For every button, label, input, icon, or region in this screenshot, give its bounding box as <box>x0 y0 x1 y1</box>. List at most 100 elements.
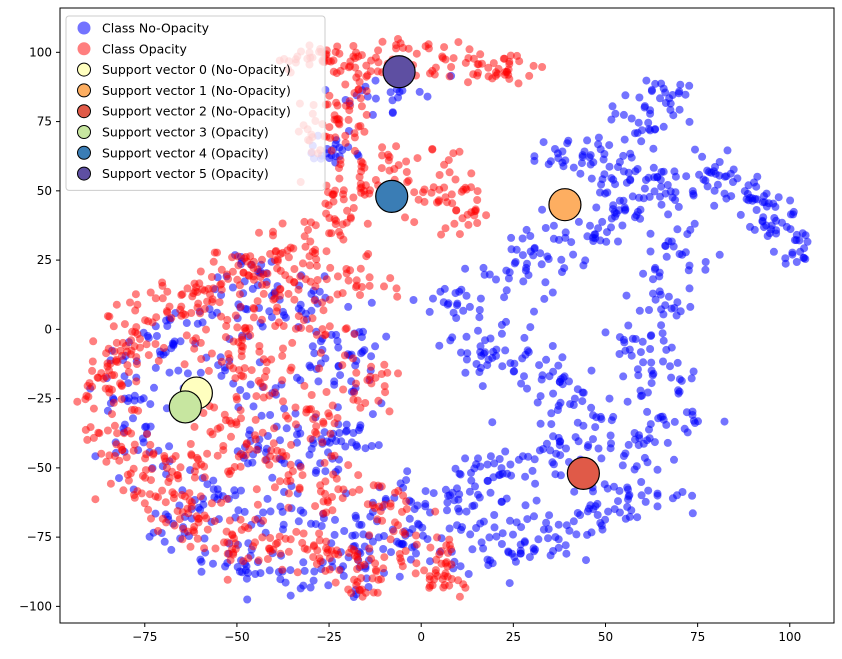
data-point <box>262 366 271 375</box>
data-point <box>386 88 395 97</box>
data-point <box>294 517 303 526</box>
data-point <box>345 106 354 115</box>
data-point <box>158 294 167 303</box>
data-point <box>464 78 472 87</box>
data-point <box>89 337 98 346</box>
data-point <box>266 452 275 461</box>
data-point <box>249 264 258 273</box>
data-point <box>443 506 451 515</box>
data-point <box>681 90 690 99</box>
data-point <box>638 126 646 135</box>
data-point <box>219 442 228 450</box>
data-point <box>415 520 423 529</box>
data-point <box>624 485 632 494</box>
data-point <box>361 181 370 190</box>
data-point <box>258 255 266 264</box>
data-point <box>160 537 169 546</box>
data-point <box>554 361 563 370</box>
data-point <box>321 330 330 339</box>
data-point <box>120 320 129 329</box>
data-point <box>158 278 167 287</box>
data-point <box>328 401 337 410</box>
data-point <box>326 263 335 272</box>
data-point <box>202 325 210 334</box>
data-point <box>710 186 719 195</box>
data-point <box>321 354 330 363</box>
data-point <box>112 440 121 449</box>
data-point <box>523 259 531 268</box>
data-point <box>177 291 186 299</box>
data-point <box>278 351 287 360</box>
data-point <box>538 205 547 214</box>
data-point <box>207 499 216 508</box>
data-point <box>462 332 471 341</box>
data-point <box>468 502 477 511</box>
data-point <box>312 261 321 270</box>
data-point <box>632 462 641 471</box>
data-point <box>715 171 724 180</box>
data-point <box>618 461 627 470</box>
data-point <box>769 199 778 208</box>
data-point <box>312 466 321 475</box>
data-point <box>224 274 233 283</box>
data-point <box>429 489 438 498</box>
data-point <box>544 255 553 263</box>
data-point <box>215 298 224 307</box>
legend-item: Support vector 0 (No-Opacity) <box>77 62 291 77</box>
data-point <box>561 228 570 237</box>
data-point <box>640 184 649 193</box>
data-point <box>339 195 348 204</box>
data-point <box>495 471 503 480</box>
data-point <box>102 349 111 358</box>
data-point <box>276 291 284 300</box>
data-point <box>474 68 482 77</box>
data-point <box>447 190 456 199</box>
data-point <box>268 473 277 482</box>
data-point <box>472 460 481 469</box>
data-point <box>344 302 353 311</box>
data-point <box>378 516 387 525</box>
data-point <box>339 385 348 394</box>
data-point <box>640 453 649 462</box>
data-point <box>253 500 262 509</box>
data-point <box>139 438 148 447</box>
data-point <box>539 138 548 147</box>
data-point <box>657 321 666 330</box>
y-tick-label: 75 <box>37 115 52 129</box>
data-point <box>587 403 596 412</box>
data-point <box>323 100 332 109</box>
data-point <box>760 223 768 232</box>
data-point <box>521 501 530 510</box>
data-point <box>636 348 645 357</box>
data-point <box>150 383 158 392</box>
data-point <box>517 379 526 388</box>
data-point <box>211 544 220 553</box>
data-point <box>520 372 528 381</box>
data-point <box>506 460 515 469</box>
data-point <box>443 498 452 507</box>
data-point <box>577 159 586 168</box>
data-point <box>403 467 412 476</box>
data-point <box>552 449 561 458</box>
data-point <box>504 274 513 283</box>
data-point <box>448 333 457 342</box>
data-point <box>589 233 597 242</box>
data-point <box>255 228 263 237</box>
data-point <box>443 300 452 309</box>
data-point <box>510 259 519 268</box>
data-point <box>192 462 201 471</box>
data-point <box>210 248 219 257</box>
data-point <box>202 514 211 523</box>
data-point <box>378 143 387 152</box>
data-point <box>235 281 244 290</box>
data-point <box>786 210 795 219</box>
data-point <box>425 307 434 316</box>
data-point <box>367 56 376 65</box>
data-point <box>207 349 216 358</box>
data-point <box>649 163 658 172</box>
data-point <box>673 491 681 500</box>
data-point <box>394 486 403 495</box>
data-point <box>644 118 653 127</box>
legend-label: Support vector 3 (Opacity) <box>102 125 269 140</box>
data-point <box>196 338 205 347</box>
